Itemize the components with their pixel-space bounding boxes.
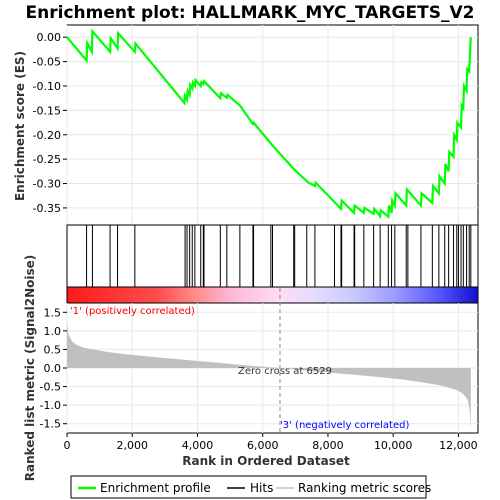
es-y-axis-title: Enrichment score (ES)	[13, 51, 27, 201]
es-y-tick-label: 0.00	[37, 31, 62, 44]
metric-y-tick-label: -0.5	[40, 381, 61, 394]
metric-y-axis-title: Ranked list metric (Signal2Noise)	[23, 255, 37, 482]
x-tick-label: 0	[64, 439, 71, 452]
x-tick-label: 8,000	[312, 439, 344, 452]
zero-cross-label: Zero cross at 6529	[238, 366, 332, 377]
es-y-tick-label: -0.20	[33, 129, 61, 142]
negative-correlated-label: '3' (negatively correlated)	[280, 420, 409, 431]
x-tick-label: 2,000	[116, 439, 148, 452]
es-y-tick-label: -0.15	[33, 104, 61, 117]
es-y-tick-label: -0.05	[33, 56, 61, 69]
metric-y-tick-label: 1.0	[44, 325, 62, 338]
enrichment-profile-line	[66, 28, 472, 219]
x-tick-label: 6,000	[247, 439, 279, 452]
es-y-tick-label: -0.25	[33, 153, 61, 166]
rank-color-bar	[66, 286, 479, 304]
es-y-tick-label: -0.35	[33, 202, 61, 215]
positive-correlated-label: '1' (positively correlated)	[70, 306, 195, 317]
x-axis-title: Rank in Ordered Dataset	[182, 454, 350, 468]
metric-y-tick-label: 1.5	[44, 306, 62, 319]
chart-title: Enrichment plot: HALLMARK_MYC_TARGETS_V2	[26, 3, 475, 23]
metric-x-ticks: 0 2,000 4,000 6,000 8,000 10,000 12,000	[64, 433, 478, 452]
legend-enrichment-label: Enrichment profile	[100, 481, 211, 495]
legend-metric-label: Ranking metric scores	[298, 481, 431, 495]
x-tick-label: 12,000	[439, 439, 478, 452]
es-y-tick-label: -0.10	[33, 80, 61, 93]
metric-y-tick-label: 0.5	[44, 343, 62, 356]
metric-y-ticks: 1.5 1.0 0.5 0.0 -0.5 -1.0 -1.5	[40, 306, 67, 431]
es-y-ticks: 0.00 -0.05 -0.10 -0.15 -0.20 -0.25 -0.30 -0.35	[33, 31, 67, 215]
metric-y-tick-label: 0.0	[44, 362, 62, 375]
metric-y-tick-label: -1.5	[40, 418, 61, 431]
legend-box	[70, 475, 427, 499]
x-tick-label: 10,000	[374, 439, 413, 452]
legend-hits-label: Hits	[250, 481, 273, 495]
x-tick-label: 4,000	[182, 439, 214, 452]
es-gridlines	[66, 25, 478, 225]
es-y-tick-label: -0.30	[33, 178, 61, 191]
metric-y-tick-label: -1.0	[40, 399, 61, 412]
ranking-metric-area	[67, 322, 471, 430]
hit-marks	[86, 225, 472, 287]
es-panel-frame	[66, 24, 479, 226]
metric-gridlines	[66, 303, 478, 433]
